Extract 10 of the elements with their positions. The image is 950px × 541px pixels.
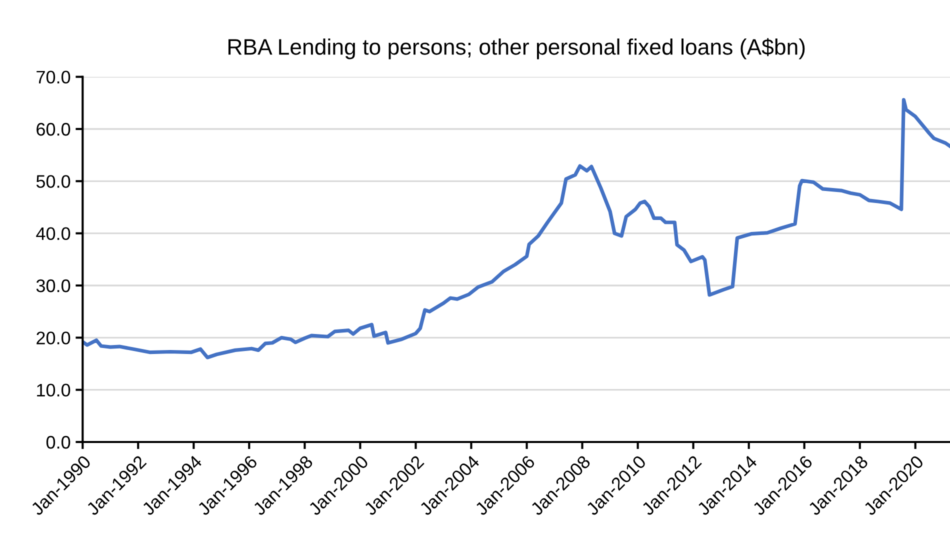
y-tick-label: 40.0	[36, 227, 70, 240]
y-tick-label: 20.0	[36, 332, 70, 344]
line-series	[82, 98, 950, 360]
y-tick-label: 50.0	[36, 175, 70, 188]
y-tick-label: 0.0	[46, 436, 70, 449]
y-tick-label: 70.0	[36, 70, 70, 84]
y-tick-label: 60.0	[36, 122, 70, 136]
y-tick-label: 30.0	[36, 279, 70, 292]
chart-title: RBA Lending to persons; other personal fixed loans (A$bn)	[228, 38, 805, 60]
y-tick-label: 10.0	[37, 384, 70, 397]
